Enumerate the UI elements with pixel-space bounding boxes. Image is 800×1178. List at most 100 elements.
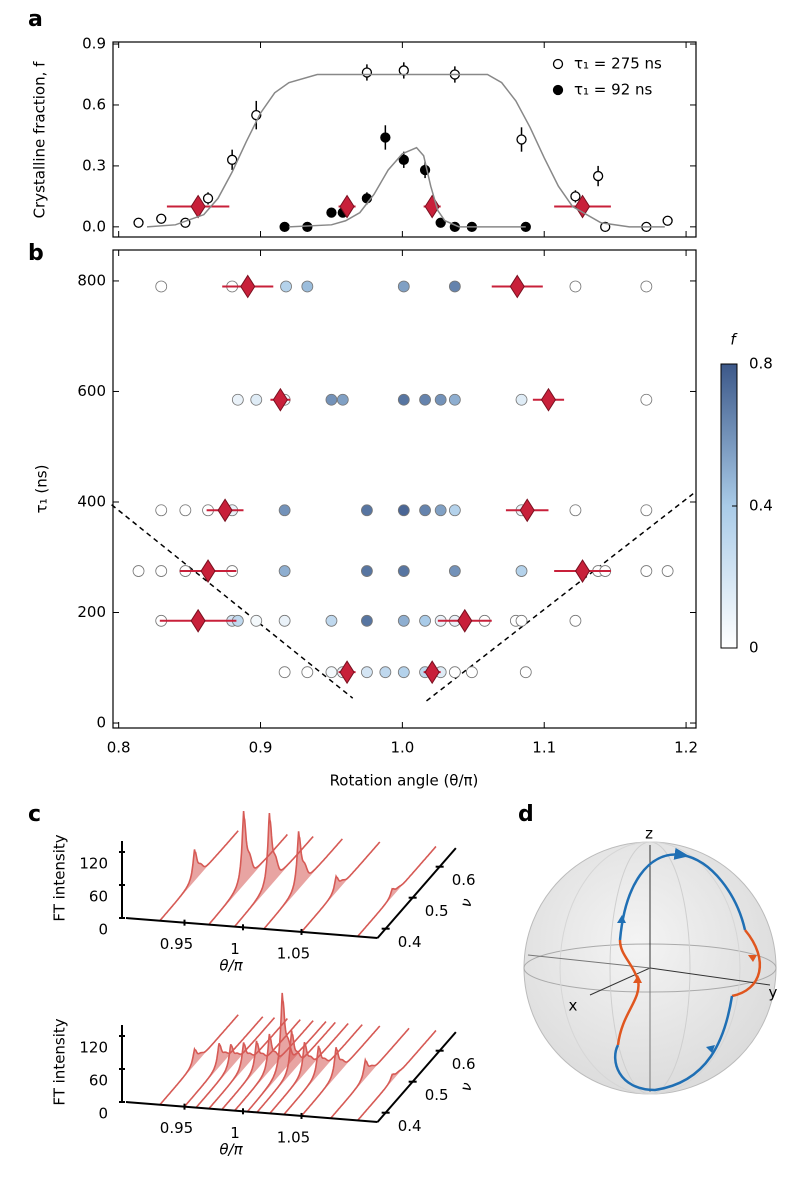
data-point bbox=[661, 565, 674, 577]
data-point bbox=[280, 280, 292, 293]
trace bbox=[208, 811, 288, 925]
diamond-marker bbox=[339, 194, 355, 219]
data-point bbox=[519, 666, 532, 679]
y-tick-label: 400 bbox=[77, 492, 106, 510]
diamond-marker bbox=[424, 660, 440, 685]
x-tick-label: 1.05 bbox=[277, 1128, 310, 1146]
data-point bbox=[397, 666, 410, 679]
x-tick-label: 0.95 bbox=[160, 1119, 193, 1137]
data-point bbox=[250, 393, 263, 406]
colorbar-tick-label: 0.8 bbox=[749, 355, 773, 373]
data-point bbox=[202, 193, 214, 204]
data-point bbox=[379, 666, 392, 679]
data-point bbox=[325, 666, 338, 679]
data-point bbox=[592, 170, 604, 182]
z-tick-label: 0.4 bbox=[398, 1117, 422, 1135]
y-tick-label: 120 bbox=[79, 1039, 108, 1057]
data-point bbox=[569, 614, 582, 627]
data-point bbox=[278, 565, 291, 577]
data-point bbox=[398, 154, 409, 165]
data-point bbox=[301, 280, 314, 293]
trace-fill bbox=[247, 992, 326, 1112]
trace bbox=[300, 841, 381, 933]
fit-curve bbox=[288, 146, 526, 228]
y-tick-label: 0 bbox=[98, 921, 108, 939]
bloch-axis-label: y bbox=[769, 984, 778, 1002]
data-point bbox=[250, 614, 263, 627]
data-point bbox=[361, 614, 373, 627]
x-tick-label: 0.9 bbox=[249, 739, 273, 757]
y-tick-label: 60 bbox=[89, 1072, 108, 1090]
data-point bbox=[448, 666, 461, 679]
data-point bbox=[397, 280, 410, 293]
data-point bbox=[325, 393, 338, 406]
y-tick-label: 800 bbox=[77, 271, 106, 289]
diamond-marker bbox=[240, 274, 256, 299]
y-axis-label: Crystalline fraction, f bbox=[31, 61, 49, 219]
trace bbox=[247, 992, 327, 1112]
trace-fill bbox=[264, 831, 343, 929]
data-point bbox=[380, 132, 391, 143]
y-tick-label: 0.0 bbox=[82, 217, 106, 235]
colorbar-tick-label: 0 bbox=[749, 639, 759, 657]
diamond-marker bbox=[457, 608, 473, 633]
y-tick-label: 200 bbox=[77, 603, 106, 621]
y-tick-label: 0 bbox=[98, 1105, 108, 1123]
diamond-marker bbox=[190, 608, 206, 633]
z-tick-label: 0.5 bbox=[425, 1086, 449, 1104]
trace bbox=[195, 1017, 276, 1108]
legend-label: τ₁ = 92 ns bbox=[574, 81, 653, 99]
trace bbox=[357, 845, 437, 937]
x-tick-label: 1.05 bbox=[277, 944, 310, 962]
y-tick-label: 120 bbox=[79, 855, 108, 873]
data-point bbox=[434, 393, 447, 406]
data-point bbox=[662, 215, 673, 226]
z-axis bbox=[376, 847, 457, 939]
data-point bbox=[326, 207, 337, 218]
trace bbox=[357, 1029, 437, 1121]
diamond-marker bbox=[272, 387, 288, 412]
bloch-sphere bbox=[523, 841, 777, 1095]
z-axis-label: ν bbox=[456, 1081, 476, 1094]
data-point bbox=[465, 666, 478, 679]
data-point bbox=[640, 504, 653, 517]
data-point bbox=[397, 565, 410, 577]
data-point bbox=[600, 221, 611, 232]
data-point bbox=[398, 65, 409, 76]
data-point bbox=[132, 565, 145, 577]
colorbar-label: f bbox=[730, 331, 738, 349]
data-point bbox=[279, 221, 290, 232]
trace bbox=[183, 1016, 264, 1108]
trace bbox=[330, 1027, 410, 1119]
y-axis-label: FT intensity bbox=[51, 834, 69, 921]
data-point bbox=[156, 213, 167, 224]
data-point bbox=[434, 504, 447, 517]
diamond-marker bbox=[339, 660, 355, 685]
x-tick-label: 1.2 bbox=[674, 739, 698, 757]
diamond-marker bbox=[200, 559, 216, 583]
x-tick-label: 0.95 bbox=[160, 935, 193, 953]
x-tick-label: 0.8 bbox=[107, 739, 131, 757]
panel-label: c bbox=[28, 802, 41, 827]
data-point bbox=[227, 154, 238, 165]
data-point bbox=[278, 666, 291, 679]
x-axis-label: θ/π bbox=[219, 1141, 243, 1159]
plot-frame bbox=[112, 249, 697, 729]
data-point bbox=[448, 280, 461, 293]
data-point bbox=[155, 565, 168, 577]
data-point bbox=[278, 614, 291, 627]
plot-frame bbox=[112, 41, 697, 238]
data-point bbox=[397, 393, 410, 406]
z-axis bbox=[376, 1031, 457, 1123]
legend-marker bbox=[552, 58, 564, 70]
boundary-line bbox=[111, 504, 354, 699]
x-tick-label: 1.0 bbox=[390, 739, 414, 757]
data-point bbox=[569, 504, 582, 517]
data-point bbox=[516, 134, 527, 145]
diamond-marker bbox=[574, 559, 591, 583]
data-point bbox=[419, 393, 431, 406]
data-point bbox=[515, 393, 528, 406]
data-point bbox=[397, 614, 410, 627]
trace bbox=[269, 1022, 349, 1114]
